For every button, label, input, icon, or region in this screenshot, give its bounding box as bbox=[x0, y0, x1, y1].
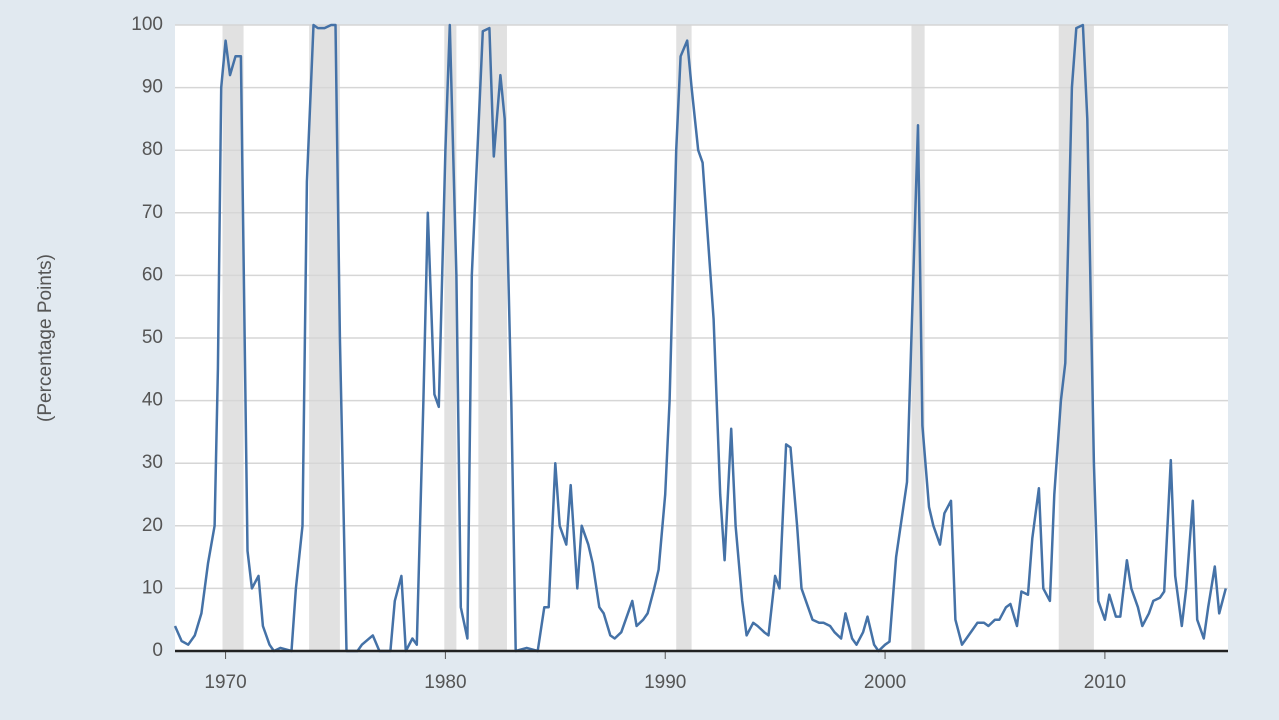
y-tick-label: 0 bbox=[152, 640, 163, 661]
x-tick-label: 1970 bbox=[204, 672, 246, 693]
x-tick-label: 2000 bbox=[864, 672, 906, 693]
x-tick-label: 2010 bbox=[1084, 672, 1126, 693]
y-tick-label: 60 bbox=[142, 264, 163, 285]
y-tick-label: 80 bbox=[142, 139, 163, 160]
y-axis-label: (Percentage Points) bbox=[35, 254, 56, 422]
y-tick-label: 10 bbox=[142, 577, 163, 598]
y-tick-label: 90 bbox=[142, 77, 163, 98]
y-tick-label: 40 bbox=[142, 390, 163, 411]
y-tick-label: 30 bbox=[142, 452, 163, 473]
x-tick-label: 1980 bbox=[424, 672, 466, 693]
x-tick-label: 1990 bbox=[644, 672, 686, 693]
y-tick-label: 50 bbox=[142, 327, 163, 348]
y-tick-label: 70 bbox=[142, 202, 163, 223]
y-tick-label: 20 bbox=[142, 515, 163, 536]
y-tick-label: 100 bbox=[131, 14, 163, 35]
